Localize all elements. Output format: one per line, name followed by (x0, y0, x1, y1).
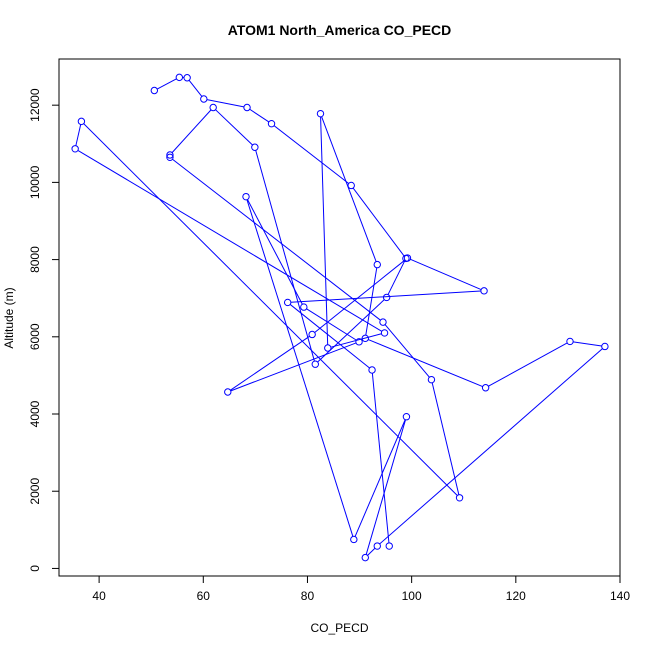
series-segment (384, 324, 430, 378)
data-point (601, 342, 609, 351)
data-point (379, 318, 387, 326)
y-tick-label: 4000 (28, 400, 42, 427)
y-tick-label: 6000 (28, 323, 42, 350)
series-segment (410, 258, 482, 291)
series-segment (488, 342, 568, 387)
data-point (267, 120, 276, 128)
data-point (385, 542, 393, 550)
series-segment (367, 547, 376, 556)
data-point (283, 298, 292, 307)
series-segment (306, 308, 357, 341)
series-segment (172, 158, 381, 321)
data-point (347, 181, 355, 190)
data-point (166, 151, 174, 159)
data-point (77, 117, 86, 126)
data-point (350, 535, 358, 544)
data-point (251, 143, 259, 151)
series-segment (206, 99, 244, 108)
data-point (200, 95, 208, 103)
data-point (427, 375, 436, 384)
x-tick-label: 100 (402, 589, 422, 603)
series-segment (368, 339, 483, 388)
data-point (380, 329, 389, 337)
series-segment (365, 419, 407, 555)
data-point (373, 260, 381, 269)
series-segment (387, 261, 405, 295)
data-point (183, 74, 191, 82)
x-axis-label: CO_PECD (310, 621, 368, 635)
data-point (368, 366, 376, 374)
series-segment (314, 259, 406, 333)
series-segment (354, 419, 406, 537)
series-segment (246, 199, 354, 537)
series-segment (371, 373, 390, 543)
series-segment (188, 79, 203, 97)
series-line (75, 77, 603, 556)
data-point (209, 103, 217, 112)
series-segment (290, 290, 481, 303)
data-point (566, 337, 574, 346)
data-point (316, 109, 325, 118)
data-point (300, 303, 308, 311)
y-tick-label: 0 (28, 565, 42, 572)
x-tick-label: 120 (506, 589, 526, 603)
series-segment (156, 78, 177, 90)
data-point (361, 553, 369, 562)
series-segment (379, 348, 603, 545)
y-tick-label: 2000 (28, 478, 42, 505)
data-point (311, 360, 319, 368)
series-segment (320, 116, 329, 345)
data-point (480, 287, 488, 295)
data-point (175, 73, 184, 82)
data-point (403, 254, 412, 262)
data-point (402, 413, 411, 421)
data-point (71, 145, 79, 153)
y-tick-label: 10000 (28, 165, 42, 199)
axes: 40 60 80 100 120 140 0 2000 4000 6000 8000 10000 120… (28, 88, 630, 603)
x-tick-label: 140 (610, 589, 630, 603)
data-point (481, 384, 490, 392)
series-segment (77, 150, 383, 332)
data-point (373, 542, 381, 550)
series-segment (249, 108, 270, 123)
data-point (308, 330, 316, 339)
x-tick-label: 40 (92, 589, 106, 603)
series-segment (230, 342, 357, 392)
data-point (455, 494, 464, 502)
x-tick-label: 60 (197, 589, 211, 603)
data-point (324, 344, 332, 352)
data-point (355, 338, 363, 346)
series-segment (573, 341, 602, 347)
series-segment (171, 109, 212, 153)
series-segment (365, 267, 378, 336)
series-points (71, 73, 609, 562)
series-segment (352, 187, 405, 257)
series-segment (230, 335, 310, 391)
data-point (150, 86, 159, 95)
y-tick-label: 12000 (28, 88, 42, 122)
series-segment (431, 382, 460, 495)
y-axis-label: Altitude (m) (2, 287, 16, 348)
series-segment (317, 299, 385, 363)
data-point (224, 388, 232, 396)
series-segment (273, 125, 349, 184)
series-segment (247, 199, 303, 305)
data-point (242, 192, 250, 201)
data-point (243, 103, 251, 112)
series-segment (215, 109, 253, 146)
series-segment (321, 116, 377, 262)
series-segment (255, 150, 315, 362)
data-point (361, 334, 369, 343)
data-point (166, 153, 174, 161)
data-point (382, 293, 391, 302)
chart-title: ATOM1 North_America CO_PECD (228, 22, 452, 38)
y-tick-label: 8000 (28, 246, 42, 273)
series-segment (83, 123, 458, 496)
x-tick-label: 80 (301, 589, 315, 603)
plot-frame (58, 58, 621, 577)
series-segment (75, 124, 82, 146)
series-segment (289, 304, 370, 369)
